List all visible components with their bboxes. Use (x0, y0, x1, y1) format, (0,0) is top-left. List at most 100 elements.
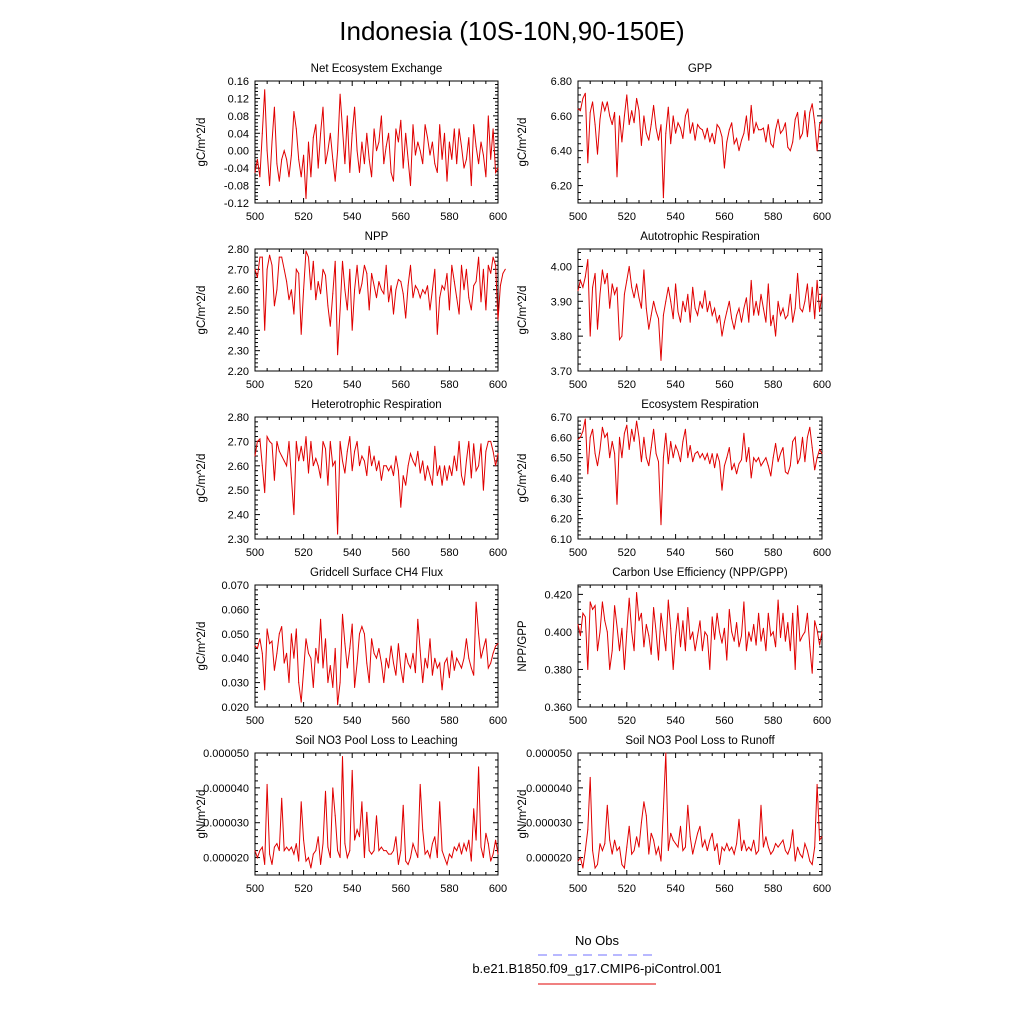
data-point (388, 301, 390, 303)
data-point (714, 307, 716, 309)
data-point (283, 150, 285, 152)
data-point (378, 460, 380, 462)
data-point (351, 329, 353, 331)
data-point (373, 128, 375, 130)
data-point (346, 115, 348, 117)
data-point (366, 132, 368, 134)
data-point (293, 313, 295, 315)
data-point (295, 128, 297, 130)
data-point (363, 264, 365, 266)
data-point (468, 839, 470, 841)
data-point (738, 646, 740, 648)
data-point (733, 143, 735, 145)
data-point (439, 297, 441, 299)
legend-model-label: b.e21.B1850.f09_g17.CMIP6-piControl.001 (472, 961, 721, 976)
data-point (337, 150, 339, 152)
data-point (300, 176, 302, 178)
data-point (721, 335, 723, 337)
data-point (419, 783, 421, 785)
data-point (765, 321, 767, 323)
data-point (665, 300, 667, 302)
data-point (794, 669, 796, 670)
data-point (269, 185, 271, 187)
data-point (359, 465, 360, 467)
data-point (814, 318, 816, 320)
data-point (721, 136, 723, 138)
data-point (273, 846, 275, 848)
data-point (799, 457, 801, 459)
data-point (738, 818, 740, 820)
data-point (653, 300, 655, 302)
data-point (697, 124, 699, 126)
data-point (719, 631, 720, 633)
data-point (579, 436, 581, 438)
data-point (589, 335, 591, 337)
data-point (606, 631, 608, 633)
data-point (758, 457, 760, 459)
data-point (784, 640, 786, 642)
data-point (451, 857, 453, 859)
data-point (682, 300, 684, 302)
data-point (577, 860, 579, 862)
data-point (709, 669, 711, 670)
data-point (782, 839, 784, 841)
series-points (254, 250, 506, 356)
data-point (741, 850, 742, 852)
data-point (699, 457, 701, 459)
data-point (444, 465, 445, 467)
data-point (361, 801, 363, 803)
data-point (636, 592, 638, 593)
data-point (682, 138, 684, 139)
data-point (334, 815, 336, 817)
data-point (606, 432, 608, 434)
data-point (266, 783, 268, 785)
data-point (325, 790, 326, 792)
data-point (259, 176, 261, 178)
data-point (492, 256, 494, 258)
data-point (745, 297, 747, 299)
data-point (743, 839, 745, 841)
data-point (606, 101, 608, 103)
data-point (767, 465, 769, 467)
data-point (802, 857, 803, 859)
x-tick-label: 520 (618, 883, 636, 895)
data-point (697, 635, 699, 637)
y-axis-label: gC/m^2/d (517, 118, 529, 167)
data-point (405, 860, 407, 862)
data-point (650, 124, 652, 126)
data-point (390, 285, 392, 287)
data-point (723, 627, 725, 629)
data-point (714, 467, 716, 469)
x-tick-label: 580 (764, 379, 782, 391)
x-tick-label: 540 (666, 547, 684, 559)
data-point (597, 153, 598, 155)
data-point (342, 128, 343, 130)
data-point (383, 465, 385, 467)
data-point (424, 657, 426, 659)
data-point (579, 279, 581, 281)
data-point (354, 839, 356, 841)
data-point (662, 314, 664, 316)
data-point (772, 631, 774, 633)
data-point (694, 453, 696, 455)
data-point (371, 272, 373, 274)
data-point (750, 477, 752, 479)
data-point (293, 853, 295, 855)
data-point (461, 667, 462, 669)
x-tick-label: 540 (666, 715, 684, 727)
data-point (684, 846, 686, 848)
data-point (594, 605, 596, 607)
data-point (628, 597, 630, 599)
data-point (640, 145, 642, 146)
data-point (429, 638, 431, 640)
data-point (499, 285, 501, 287)
data-point (587, 259, 589, 260)
data-point (765, 650, 767, 652)
data-point (597, 328, 598, 330)
x-tick-label: 560 (392, 883, 410, 895)
data-point (322, 440, 324, 442)
x-tick-label: 500 (569, 883, 587, 895)
data-point (640, 307, 642, 309)
data-point (295, 440, 297, 442)
data-point (407, 285, 409, 287)
